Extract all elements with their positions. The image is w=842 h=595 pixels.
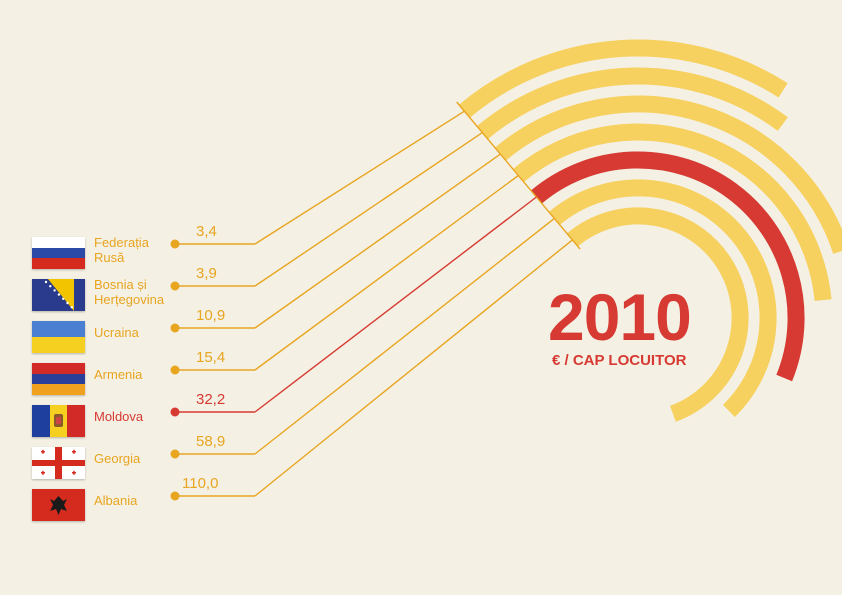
- country-label: Federația Rusă: [94, 235, 149, 265]
- value-label: 58,9: [196, 433, 226, 450]
- arc-albania: [566, 207, 749, 422]
- value-label: 110,0: [182, 475, 219, 492]
- chart-subtitle: € / CAP LOCUITOR: [552, 352, 687, 369]
- value-label: 10,9: [196, 307, 226, 324]
- ukraine-flag-icon: [32, 321, 85, 353]
- connector-dot-armenia: [170, 365, 180, 375]
- value-label: 15,4: [196, 349, 226, 366]
- chart-title: 2010: [548, 280, 692, 354]
- connector-dot-georgia: [170, 449, 180, 459]
- value-label: 3,9: [196, 265, 217, 282]
- connector-dot-albania: [170, 491, 180, 501]
- connector-diag-ukraine: [254, 153, 501, 329]
- armenia-flag-icon: [32, 363, 85, 395]
- connector-diag-russia: [254, 110, 465, 245]
- moldova-flag-icon: [32, 405, 85, 437]
- arc-ukraine: [494, 95, 842, 254]
- albania-flag-icon: [32, 489, 85, 521]
- connector-diag-bosnia: [254, 132, 483, 287]
- connector-dot-bosnia: [170, 281, 180, 291]
- arc-moldova: [530, 151, 805, 382]
- connector-dot-ukraine: [170, 323, 180, 333]
- value-label: 3,4: [196, 223, 217, 240]
- connector-dot-russia: [170, 239, 180, 249]
- country-label: Albania: [94, 493, 138, 508]
- country-label: Georgia: [94, 451, 141, 466]
- connector-diag-georgia: [254, 217, 555, 455]
- arc-russia: [458, 39, 788, 118]
- connector-diag-armenia: [254, 174, 519, 371]
- country-label: Moldova: [94, 409, 144, 424]
- connector-diag-albania: [254, 239, 573, 497]
- country-label: Armenia: [94, 367, 143, 382]
- country-label: Ucraina: [94, 325, 139, 340]
- bosnia-flag-icon: [32, 279, 85, 311]
- russia-flag-icon: [32, 237, 85, 269]
- arc-georgia: [548, 179, 777, 417]
- arc-bosnia: [476, 67, 788, 140]
- value-label: 32,2: [196, 391, 226, 408]
- arc-armenia: [512, 123, 832, 301]
- connector-diag-moldova: [254, 196, 537, 413]
- connector-dot-moldova: [170, 407, 180, 417]
- georgia-flag-icon: [32, 447, 85, 479]
- country-label: Bosnia și Herțegovina: [94, 277, 165, 307]
